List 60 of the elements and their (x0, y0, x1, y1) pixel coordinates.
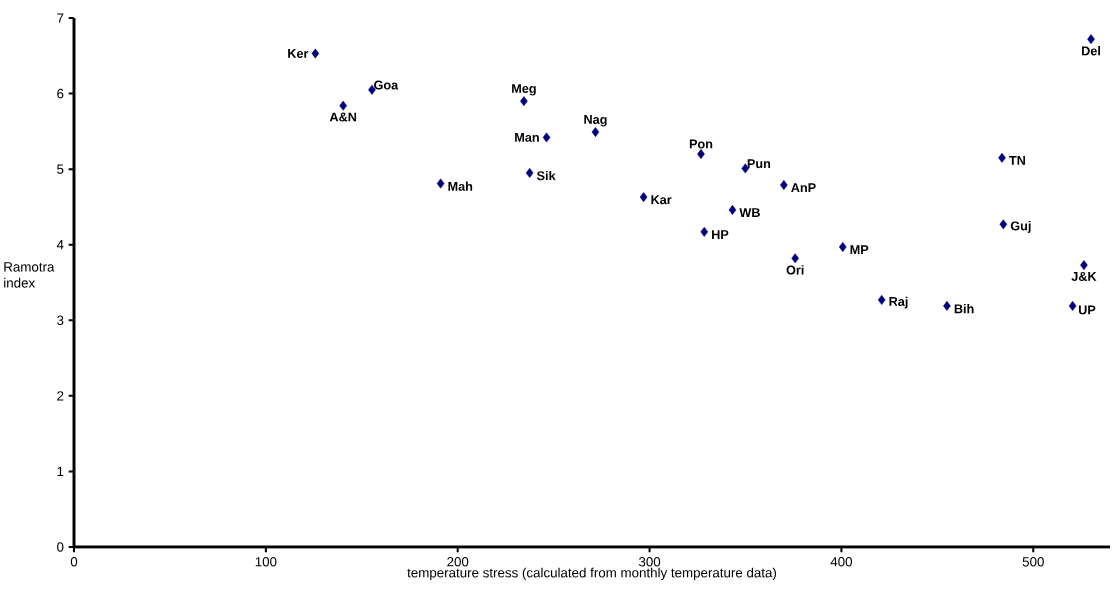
x-tick-label: 500 (1022, 557, 1044, 567)
point (1087, 34, 1095, 45)
point (700, 226, 709, 237)
data-label: Mah (448, 181, 473, 191)
point (780, 180, 788, 190)
point (520, 96, 528, 107)
point (1080, 260, 1088, 271)
data-label: Ker (288, 49, 309, 58)
point (697, 149, 705, 159)
point (728, 205, 737, 215)
point (791, 253, 799, 264)
y-tick-label: 2 (57, 391, 64, 401)
y-tick-label: 4 (56, 240, 64, 250)
data-label: Ori (786, 265, 804, 275)
point (311, 48, 320, 59)
y-tick-label: 3 (57, 315, 64, 325)
data-label: UP (1078, 305, 1096, 315)
y-tick-label: 0 (57, 542, 64, 552)
data-label: Guj (1010, 221, 1031, 233)
point (639, 192, 648, 203)
data-label: Raj (889, 296, 908, 309)
x-tick-label: 100 (255, 557, 277, 567)
point (999, 219, 1008, 230)
point (339, 100, 347, 111)
data-label: TN (1009, 156, 1025, 165)
x-tick-label: 200 (447, 557, 469, 567)
data-label: Sik (536, 170, 556, 181)
point (591, 127, 600, 138)
data-label: Nag (584, 115, 607, 127)
data-label: J&K (1071, 272, 1097, 281)
point (838, 242, 847, 252)
data-label: Del (1082, 46, 1100, 56)
x-tick-label: 400 (830, 557, 853, 567)
data-label: Meg (512, 84, 536, 96)
data-label: WB (739, 208, 760, 217)
point (525, 167, 534, 178)
data-label: A&N (329, 112, 357, 122)
point (877, 294, 886, 305)
data-label: Kar (651, 195, 672, 205)
data-label: HP (712, 230, 729, 239)
x-axis-title: temperature stress (calculated from monthly temperature data) (407, 567, 777, 581)
y-tick-label: 7 (57, 13, 64, 23)
data-label: Pon (689, 139, 713, 149)
y-tick-label: 6 (57, 88, 64, 99)
x-tick-label: 0 (70, 557, 78, 567)
y-tick-label: 5 (57, 164, 64, 174)
y-tick-label: 1 (57, 466, 64, 477)
point (1068, 300, 1077, 311)
point (436, 178, 445, 189)
data-label: Man (515, 132, 539, 142)
data-label: AnP (791, 183, 816, 193)
data-label: Goa (374, 80, 399, 90)
data-label: Pun (747, 159, 771, 169)
y-axis-title: Ramotra index (4, 262, 55, 288)
point (998, 152, 1006, 163)
point (943, 300, 951, 311)
data-label: Bih (954, 304, 974, 314)
data-label: MP (850, 245, 869, 255)
x-tick-label: 300 (638, 557, 661, 567)
point (542, 132, 551, 143)
